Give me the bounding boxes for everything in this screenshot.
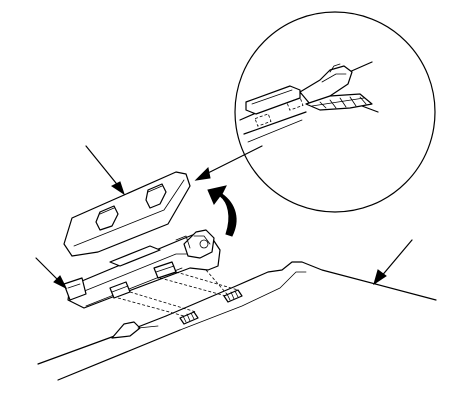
bracket-end-cap: [63, 277, 87, 301]
guide-3: [159, 277, 227, 297]
leader-right: [373, 239, 413, 286]
mounting-holes: [179, 289, 243, 325]
curved-removal-arrow: [207, 185, 237, 237]
detail-panel-lower-edge: [243, 111, 307, 135]
zoom-arrow: [194, 145, 263, 181]
bracket-rail: [109, 245, 161, 267]
body-panel: [37, 261, 437, 381]
detail-magnifier: [234, 11, 436, 213]
cover-inner-edge: [73, 179, 185, 247]
panel-front-edge-b: [57, 329, 181, 381]
panel-inner-contour: [179, 271, 307, 331]
cover-clip-left: [95, 205, 119, 231]
detail-hidden-tab-2: [286, 97, 304, 111]
bracket-hook-pivot: [199, 239, 209, 249]
zoom-arrow-shaft: [201, 145, 263, 177]
panel-tab: [111, 321, 141, 339]
detail-trim-hatch: [319, 96, 367, 109]
bracket-end-cap-line: [67, 283, 81, 289]
cover-clip-right: [145, 183, 167, 209]
removed-cover: [63, 171, 191, 257]
panel-hole-2-hatch: [226, 290, 239, 301]
guide-2: [129, 291, 197, 313]
cover-clip-left-line: [99, 207, 115, 215]
detail-hidden-tab-1: [254, 113, 272, 127]
bracket-tab: [175, 235, 191, 249]
detail-hook-line: [321, 73, 347, 83]
leader-top-left: [85, 145, 125, 196]
detail-hook-tip: [329, 63, 341, 73]
zoom-arrow-head: [194, 166, 211, 181]
panel-front-edge-a: [37, 315, 167, 365]
bracket-hook-line: [193, 235, 211, 245]
detail-clip-body: [245, 85, 301, 115]
leader-top-left-head: [111, 181, 125, 196]
leader-left-head: [53, 275, 68, 290]
leader-left-line: [35, 257, 61, 283]
leader-right-head: [373, 269, 387, 286]
leader-left: [35, 257, 68, 290]
bracket-assembly: [63, 229, 221, 309]
guide-4: [175, 271, 239, 291]
panel-top-edge: [165, 261, 437, 317]
guide-1: [117, 297, 185, 317]
detail-panel-inner-line: [247, 119, 303, 143]
bracket-slot-2-line: [155, 265, 175, 273]
detail-trim-end: [361, 105, 379, 113]
bracket-slot-1-line: [111, 285, 129, 293]
detail-circle-outline: [234, 11, 436, 213]
leader-top-left-line: [85, 145, 121, 189]
panel-tab-line: [137, 325, 159, 329]
detail-clip-ridge: [251, 89, 293, 105]
panel-hole-1-hatch: [182, 312, 195, 323]
cover-clip-right-line: [147, 185, 163, 193]
detail-trim-midline: [311, 97, 365, 107]
guide-5: [205, 269, 233, 301]
curved-arrow-shape: [207, 185, 237, 237]
bracket-hook: [183, 229, 215, 259]
leader-right-line: [379, 239, 413, 279]
